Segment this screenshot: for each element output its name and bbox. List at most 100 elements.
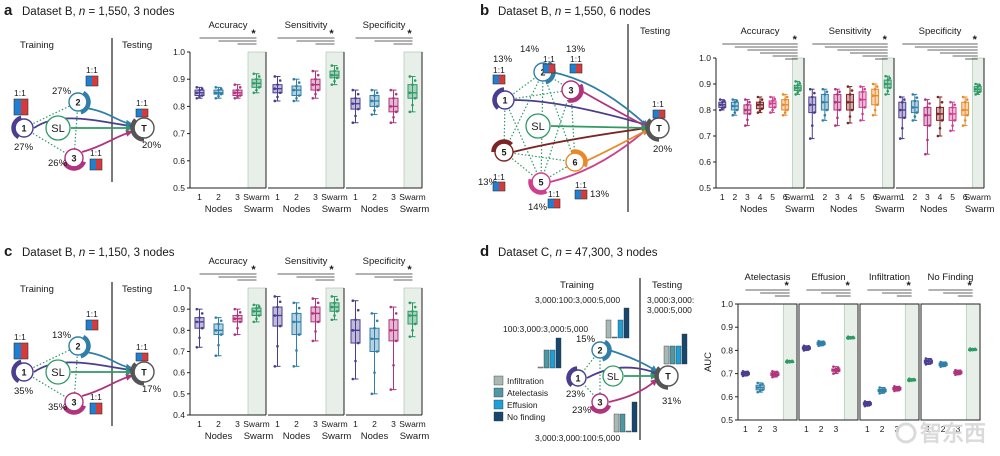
b-2-box-3-point-6 (838, 90, 841, 94)
b-2-box-4-point-4 (846, 100, 850, 104)
d-legend-label-2: Atelectasis (507, 388, 548, 398)
d-4-box-swarm-point-7 (968, 347, 972, 350)
c-3-box-2-point-2 (373, 371, 376, 374)
b-2-box-swarm-point-4 (884, 82, 887, 86)
c-3-box-2-point-6 (375, 319, 379, 323)
d-significance-3: * (906, 280, 911, 292)
panel-c-letter: c (4, 243, 12, 260)
d-2-box-1-point-2 (805, 348, 808, 352)
b-1-box-4-point-3 (760, 107, 764, 110)
panel-d-diagram: Training Testing SL 1 2 3 T 23% 15% 23% 31% 100:3,0… (493, 278, 694, 443)
a-3-box-3-point-4 (389, 105, 393, 108)
a-1-box-3-point-4 (233, 91, 237, 95)
a-x-tick-3-3: 3 (391, 192, 396, 202)
a-test-icon-outline (135, 108, 149, 118)
c-2-box-3-point-6 (316, 301, 320, 305)
c-node-3-label: 3 (71, 398, 76, 408)
a-significance-2: * (329, 28, 334, 40)
d-x-tick-2-1: 1 (804, 424, 809, 434)
a-2-box-3-point-4 (311, 83, 315, 86)
d-4-box-2-point-5 (941, 361, 945, 365)
d-frame-1 (737, 303, 798, 421)
b-3-box-3-point-3 (928, 124, 931, 127)
a-x-tick-2-1: 1 (275, 192, 280, 202)
c-metric-title-1: Accuracy (208, 256, 247, 267)
d-1-box-2-point-6 (761, 382, 764, 386)
b-1-box-5-point-5 (771, 99, 774, 103)
a-swarm-label-1: Swarm (244, 204, 274, 215)
c-2-box-swarm-point-2 (333, 314, 336, 317)
b-2-box-3-point-3 (838, 108, 841, 112)
c-3-box-swarm-point-1 (408, 335, 412, 338)
d-2-box-1-point-4 (802, 346, 806, 350)
c-test-icon-negative (142, 353, 148, 361)
b-1-box-2-point-5 (733, 100, 737, 104)
a-1-box-swarm-point-2 (255, 88, 258, 92)
c-2-box-2-point-4 (292, 320, 296, 324)
c-1-box-3-point-1 (233, 333, 237, 336)
b-node-1-pct: 13% (493, 54, 513, 65)
b-swarm-label-2: Swarm (875, 204, 905, 215)
d-node-2-pct: 15% (576, 334, 596, 345)
a-2-box-2-point-1 (292, 99, 296, 103)
b-link-2-5 (540, 71, 544, 183)
b-2-box-5-point-4 (859, 98, 862, 101)
b-node-6-icon-outline (574, 189, 588, 200)
b-1-box-1-point-3 (723, 106, 726, 109)
a-3-box-2-point-1 (370, 113, 374, 116)
b-node-3-icon-positive (570, 64, 576, 73)
b-x-tick-3-7: Swarm (964, 192, 990, 202)
b-3-box-3-iqr (923, 106, 932, 127)
b-swarm-band-3 (972, 57, 985, 189)
b-1-box-2-point-1 (731, 113, 735, 117)
a-node-1-icon-outline (13, 98, 29, 116)
b-3-box-6-iqr (961, 101, 970, 116)
d-test-node-arc (654, 366, 669, 390)
d-1-box-2-point-7 (756, 381, 759, 385)
c-1-box-swarm-point-7 (252, 303, 256, 307)
a-1-box-2-point-6 (219, 87, 223, 91)
c-2-box-swarm-point-3 (335, 309, 339, 313)
d-node-3-bars-bar-2 (619, 413, 626, 433)
a-2-box-1-point-4 (273, 87, 277, 91)
a-2-box-swarm-point-1 (330, 83, 334, 86)
c-1-box-1-point-7 (195, 307, 199, 311)
a-2-box-3-point-2 (314, 92, 317, 96)
b-1-box-5-point-7 (769, 95, 772, 99)
a-node-2-pct: 27% (52, 86, 72, 97)
b-swarm-band-1 (792, 57, 805, 189)
c-3-box-2-point-1 (370, 392, 374, 396)
b-1-box-4-point-6 (760, 98, 764, 101)
c-2-box-2-point-1 (292, 365, 296, 368)
b-2-box-2-point-5 (823, 93, 827, 96)
b-significance-1: * (793, 34, 798, 46)
b-3-box-6-point-7 (961, 95, 965, 99)
c-2-box-1-point-4 (273, 314, 277, 317)
b-2-box-2-point-6 (825, 90, 829, 94)
b-3-box-4-point-1 (936, 134, 940, 138)
b-x-tick-2-3: 3 (835, 192, 840, 202)
b-x-tick-2-2: 2 (822, 192, 827, 202)
b-2-box-6-point-5 (873, 87, 877, 91)
a-2-box-1-point-3 (278, 91, 282, 95)
b-2-box-3-point-4 (834, 100, 837, 104)
b-2-box-4-point-7 (846, 85, 850, 88)
b-1-box-4-point-7 (756, 95, 760, 99)
a-2-box-3-point-3 (316, 88, 320, 92)
c-significance-3: * (407, 264, 412, 276)
a-3-box-2-point-3 (375, 105, 379, 108)
b-x-tick-2-4: 4 (848, 192, 853, 202)
d-2-box-3-point-2 (834, 371, 838, 374)
a-3-box-swarm-point-3 (413, 96, 417, 100)
b-1-box-1-point-2 (720, 107, 724, 110)
b-node-4-icon-outline (492, 181, 506, 192)
d-2-box-1-point-5 (805, 345, 808, 349)
b-2-box-4-point-6 (850, 89, 854, 92)
a-node-2-label: 2 (75, 98, 80, 108)
a-3-box-3-point-5 (392, 96, 395, 100)
c-x-tick-2-4: Swarm (321, 419, 347, 429)
a-3-box-swarm-point-7 (408, 75, 412, 78)
c-1-box-swarm-point-5 (255, 306, 258, 310)
b-2-box-4-point-2 (848, 115, 852, 118)
b-2-box-swarm-point-7 (884, 74, 887, 78)
